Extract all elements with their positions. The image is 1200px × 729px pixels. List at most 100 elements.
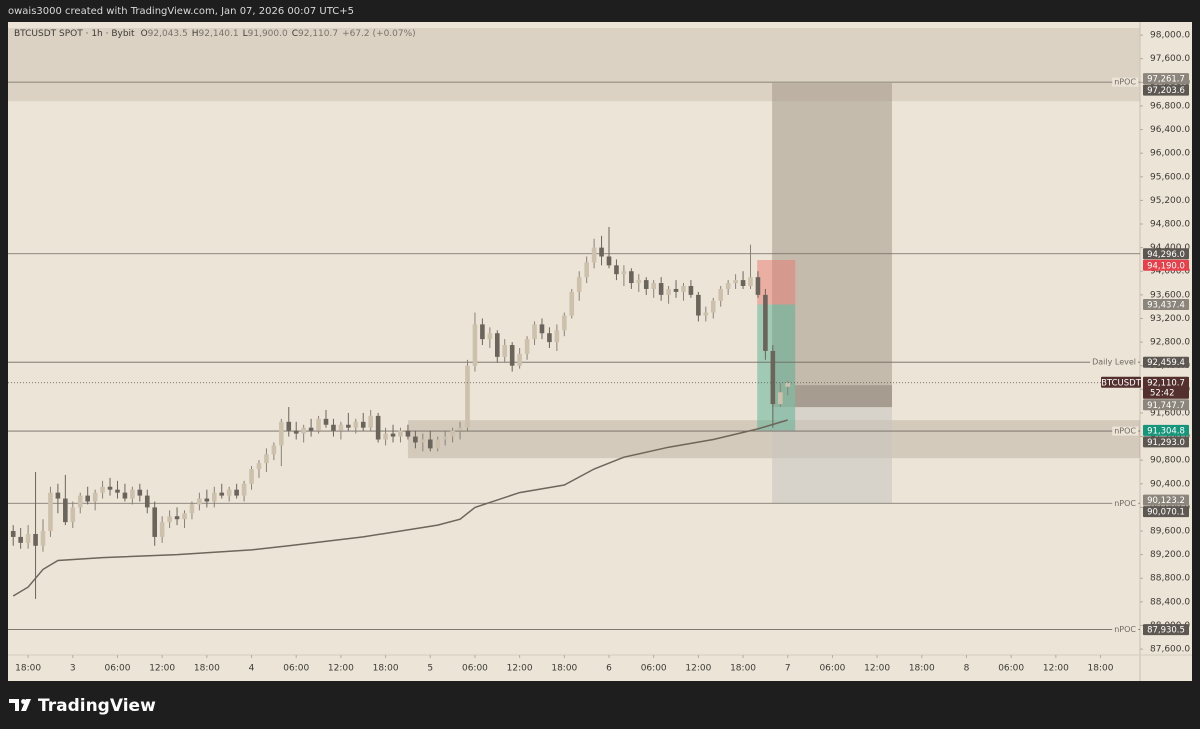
- x-tick-label: 12:00: [1043, 664, 1069, 674]
- candle-body: [487, 333, 493, 340]
- candle-body: [450, 430, 455, 437]
- level-label-bg: [1112, 625, 1139, 635]
- candle-body: [286, 421, 292, 431]
- candle-body: [532, 324, 537, 340]
- candle-body: [494, 333, 500, 357]
- candle-body: [435, 439, 441, 449]
- zone: [795, 385, 893, 408]
- candle-body: [629, 271, 634, 284]
- level-label: Daily Level: [1092, 358, 1136, 367]
- candle-body: [442, 436, 448, 440]
- candle-body: [725, 283, 731, 289]
- candle-body: [710, 300, 716, 313]
- x-tick-label: 4: [249, 664, 255, 674]
- price-label: 91,747.7: [1147, 401, 1185, 411]
- countdown: 52:42: [1150, 388, 1175, 398]
- candle-body: [502, 345, 508, 357]
- candle-body: [48, 492, 53, 532]
- level-label-bg: [1112, 77, 1139, 87]
- candle-body: [346, 424, 351, 428]
- candle-body: [85, 495, 90, 502]
- candle-body: [777, 392, 783, 405]
- price-label: 94,296.0: [1147, 250, 1185, 260]
- x-tick-label: 12:00: [864, 664, 890, 674]
- price-label-box: [1143, 436, 1189, 448]
- candle-body: [413, 436, 418, 443]
- candle-body: [301, 427, 306, 434]
- x-tick-label: 06:00: [641, 664, 667, 674]
- price-label: 97,261.7: [1147, 75, 1185, 85]
- y-tick-label: 97,600.0: [1150, 54, 1190, 64]
- legend: BTCUSDT SPOT · 1h · Bybit O92,043.5 H92,14…: [14, 29, 416, 39]
- y-tick-label: 90,400.0: [1150, 479, 1190, 489]
- candle-body: [658, 283, 664, 295]
- candle-body: [279, 421, 284, 446]
- legend-key: C: [292, 29, 298, 39]
- candle-body: [338, 424, 344, 431]
- price-label: 94,190.0: [1147, 261, 1185, 271]
- level-label-bg: [1112, 498, 1139, 508]
- candle-body: [137, 489, 143, 496]
- candle-body: [420, 439, 426, 443]
- y-tick-label: 94,800.0: [1150, 220, 1190, 230]
- candle-body: [681, 286, 686, 292]
- candle-body: [405, 430, 411, 437]
- candle-body: [308, 427, 314, 431]
- candle-body: [562, 315, 567, 331]
- candle-body: [122, 492, 128, 499]
- price-label-box: [1143, 356, 1189, 368]
- legend-key: L: [243, 29, 248, 39]
- candle-body: [331, 424, 336, 431]
- y-tick-label: 98,000.0: [1150, 31, 1190, 41]
- level-label: nPOC: [1114, 427, 1136, 436]
- x-tick-label: 18:00: [194, 664, 220, 674]
- y-tick-label: 96,800.0: [1150, 101, 1190, 111]
- candle-body: [375, 415, 381, 440]
- zone: [772, 83, 893, 408]
- brand: TradingView: [9, 696, 156, 716]
- y-tick-label: 91,600.0: [1150, 408, 1190, 418]
- candle-body: [763, 294, 768, 351]
- candle-body: [70, 507, 76, 523]
- legend-key: H: [192, 29, 199, 39]
- candle-body: [673, 288, 679, 292]
- x-tick-label: 7: [785, 664, 791, 674]
- brand-logo-dot: [21, 699, 26, 704]
- y-tick-label: 96,400.0: [1150, 125, 1190, 135]
- y-tick-label: 94,400.0: [1150, 243, 1190, 253]
- candle-body: [465, 365, 470, 428]
- candle-body: [621, 271, 627, 275]
- candle-body: [18, 536, 23, 543]
- y-tick-label: 92,800.0: [1150, 338, 1190, 348]
- candle-body: [152, 507, 158, 537]
- candle-body: [666, 288, 671, 295]
- x-tick-label: 5: [427, 664, 433, 674]
- candle-body: [599, 247, 604, 257]
- candle-body: [703, 312, 709, 316]
- candle-body: [77, 495, 83, 508]
- level-label: nPOC: [1114, 625, 1136, 634]
- brand-name: TradingView: [38, 696, 156, 716]
- x-tick-label: 12:00: [149, 664, 175, 674]
- candle-body: [398, 430, 403, 437]
- price-label: 91,293.0: [1147, 438, 1185, 448]
- candle-body: [204, 498, 210, 502]
- candle-body: [174, 516, 180, 520]
- candle-body: [614, 265, 619, 275]
- chart-background: [8, 22, 1192, 681]
- candle-body: [182, 513, 187, 520]
- candle-body: [211, 492, 217, 502]
- zone: [757, 304, 796, 431]
- candle-body: [219, 492, 225, 496]
- price-label-box: [1143, 259, 1189, 271]
- candle-body: [130, 489, 135, 499]
- candle-body: [576, 277, 582, 292]
- x-tick-label: 18:00: [1088, 664, 1114, 674]
- candle-body: [591, 247, 597, 263]
- candle-body: [651, 283, 656, 289]
- price-label-box: [1143, 248, 1189, 260]
- price-label: 90,123.2: [1147, 496, 1185, 506]
- candle-body: [696, 294, 701, 316]
